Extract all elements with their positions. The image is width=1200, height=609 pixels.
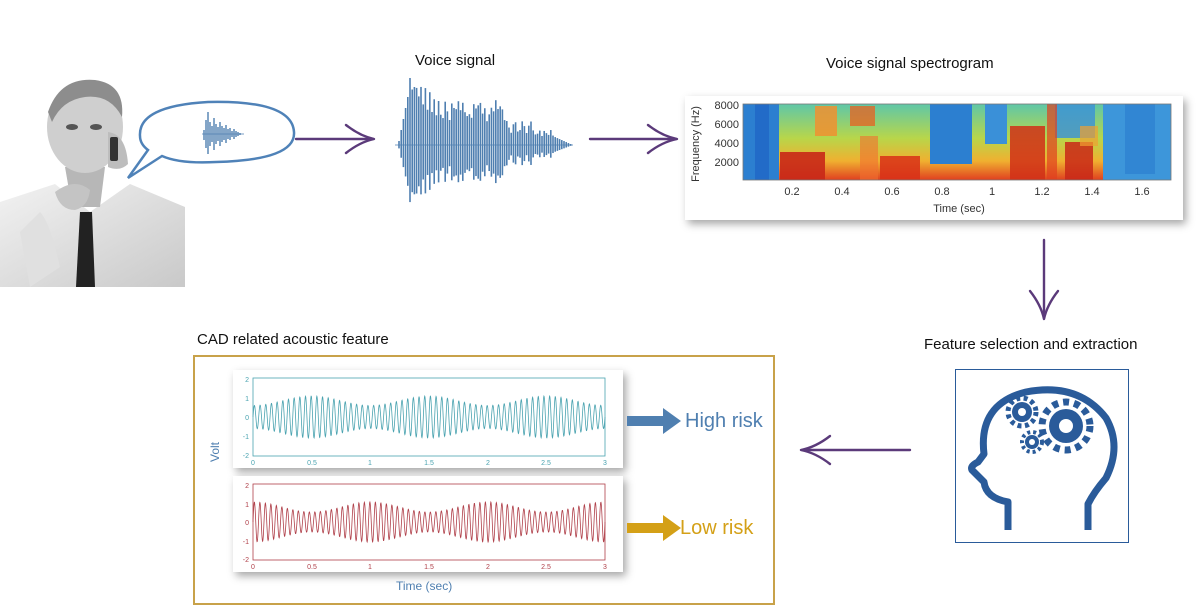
- spectrogram-x-tick: 0.8: [934, 186, 949, 198]
- plot-y-tick: 1: [245, 396, 249, 403]
- waveform-y-label: Volt: [208, 441, 222, 462]
- plot-x-tick: 0: [251, 460, 255, 467]
- plot-x-tick: 2: [486, 460, 490, 467]
- spectrogram-x-tick: 0.6: [884, 186, 899, 198]
- spectrogram-x-tick: 1.6: [1134, 186, 1149, 198]
- plot-x-tick: 1: [368, 460, 372, 467]
- voice-signal-label: Voice signal: [415, 52, 496, 69]
- plot-x-tick: 3: [603, 460, 607, 467]
- plot-x-tick: 0: [251, 564, 255, 571]
- spectrogram-x-label: Time (sec): [933, 203, 985, 215]
- arrow-right-1: [294, 123, 376, 155]
- spectrogram-x-tick: 1.4: [1084, 186, 1099, 198]
- spectrogram-x-tick: 1.2: [1034, 186, 1049, 198]
- spectrogram-y-tick: 8000: [715, 100, 739, 112]
- spectrogram-y-tick: 4000: [715, 138, 739, 150]
- person-on-phone-image: [0, 72, 185, 287]
- high-risk-label: High risk: [685, 410, 763, 432]
- plot-y-tick: -2: [243, 557, 249, 564]
- cad-feature-frame: [193, 355, 775, 605]
- head-gears-icon: [968, 386, 1118, 530]
- spectrogram-y-tick: 6000: [715, 119, 739, 131]
- waveform-x-label: Time (sec): [396, 579, 453, 593]
- spectrogram-x-tick: 0.2: [784, 186, 799, 198]
- high-risk-waveform-panel: 2 1 0 -1 -2 0 0.5 1 1.5 2 2.5 3: [233, 370, 623, 468]
- low-risk-waveform-panel: 2 1 0 -1 -2 0 0.5 1 1.5 2 2.5 3: [233, 476, 623, 572]
- plot-y-tick: 0: [245, 415, 249, 422]
- spectrogram-panel: Frequency (Hz) 8000 6000 4000 2000 0.2 0…: [685, 96, 1183, 220]
- plot-y-tick: 0: [245, 520, 249, 527]
- feature-extraction-box: [955, 369, 1129, 543]
- plot-x-tick: 2: [486, 564, 490, 571]
- plot-x-tick: 2.5: [541, 564, 551, 571]
- voice-signal-waveform: [395, 78, 573, 203]
- plot-y-tick: 2: [245, 483, 249, 490]
- plot-y-tick: 2: [245, 377, 249, 384]
- high-risk-arrow-icon: [627, 408, 681, 434]
- plot-y-tick: -1: [243, 539, 249, 546]
- feature-selection-label: Feature selection and extraction: [924, 336, 1138, 353]
- plot-x-tick: 0.5: [307, 460, 317, 467]
- spectrogram-x-tick: 0.4: [834, 186, 849, 198]
- arrow-left: [799, 434, 912, 466]
- spectrogram-title: Voice signal spectrogram: [826, 55, 994, 72]
- spectrogram-y-label: Frequency (Hz): [690, 106, 702, 182]
- speech-bubble: [126, 100, 296, 180]
- cad-feature-label: CAD related acoustic feature: [197, 331, 389, 348]
- low-risk-arrow-icon: [627, 515, 681, 541]
- spectrogram-y-tick: 2000: [715, 157, 739, 169]
- plot-x-tick: 2.5: [541, 460, 551, 467]
- spectrogram-x-tick: 1: [989, 186, 995, 198]
- arrow-down: [1028, 238, 1060, 321]
- plot-x-tick: 0.5: [307, 564, 317, 571]
- arrow-right-2: [588, 123, 679, 155]
- plot-x-tick: 1.5: [424, 460, 434, 467]
- plot-y-tick: -1: [243, 434, 249, 441]
- spectrogram-chart: Frequency (Hz) 8000 6000 4000 2000 0.2 0…: [690, 100, 1172, 215]
- plot-x-tick: 1: [368, 564, 372, 571]
- plot-y-tick: 1: [245, 502, 249, 509]
- plot-x-tick: 1.5: [424, 564, 434, 571]
- plot-x-tick: 3: [603, 564, 607, 571]
- mini-voice-waveform: [202, 112, 244, 154]
- plot-y-tick: -2: [243, 453, 249, 460]
- low-risk-label: Low risk: [680, 517, 754, 539]
